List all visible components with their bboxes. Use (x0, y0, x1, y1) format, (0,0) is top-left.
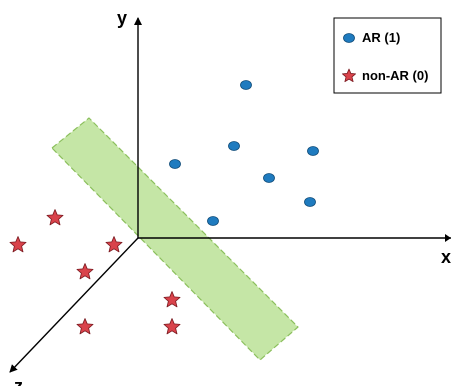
non-ar-point (76, 318, 94, 335)
ar-point (207, 216, 219, 226)
ar-point (304, 197, 316, 207)
separating-plane (51, 117, 299, 361)
non-ar-point (163, 318, 181, 335)
x-axis-label: x (441, 247, 451, 267)
legend-ar-marker (343, 33, 355, 43)
z-axis-label: z (14, 376, 23, 386)
ar-points (169, 80, 319, 226)
non-ar-point (46, 209, 64, 226)
y-axis-label: y (117, 8, 127, 28)
axes (9, 17, 451, 373)
ar-point (263, 173, 275, 183)
ar-point (169, 159, 181, 169)
legend-non-ar-label: non-AR (0) (362, 68, 428, 83)
non-ar-points (9, 209, 181, 335)
legend: AR (1) non-AR (0) (333, 17, 442, 94)
non-ar-point (76, 263, 94, 280)
legend-ar-label: AR (1) (362, 30, 400, 45)
x-axis-arrowhead (445, 234, 451, 242)
z-axis-line (9, 237, 139, 373)
non-ar-point (9, 236, 27, 253)
legend-non-ar-marker (341, 68, 357, 83)
non-ar-point (163, 291, 181, 308)
legend-star-icon (341, 68, 357, 83)
non-ar-point (105, 236, 123, 253)
ar-point (240, 80, 252, 90)
ar-point (307, 146, 319, 156)
ar-point (228, 141, 240, 151)
